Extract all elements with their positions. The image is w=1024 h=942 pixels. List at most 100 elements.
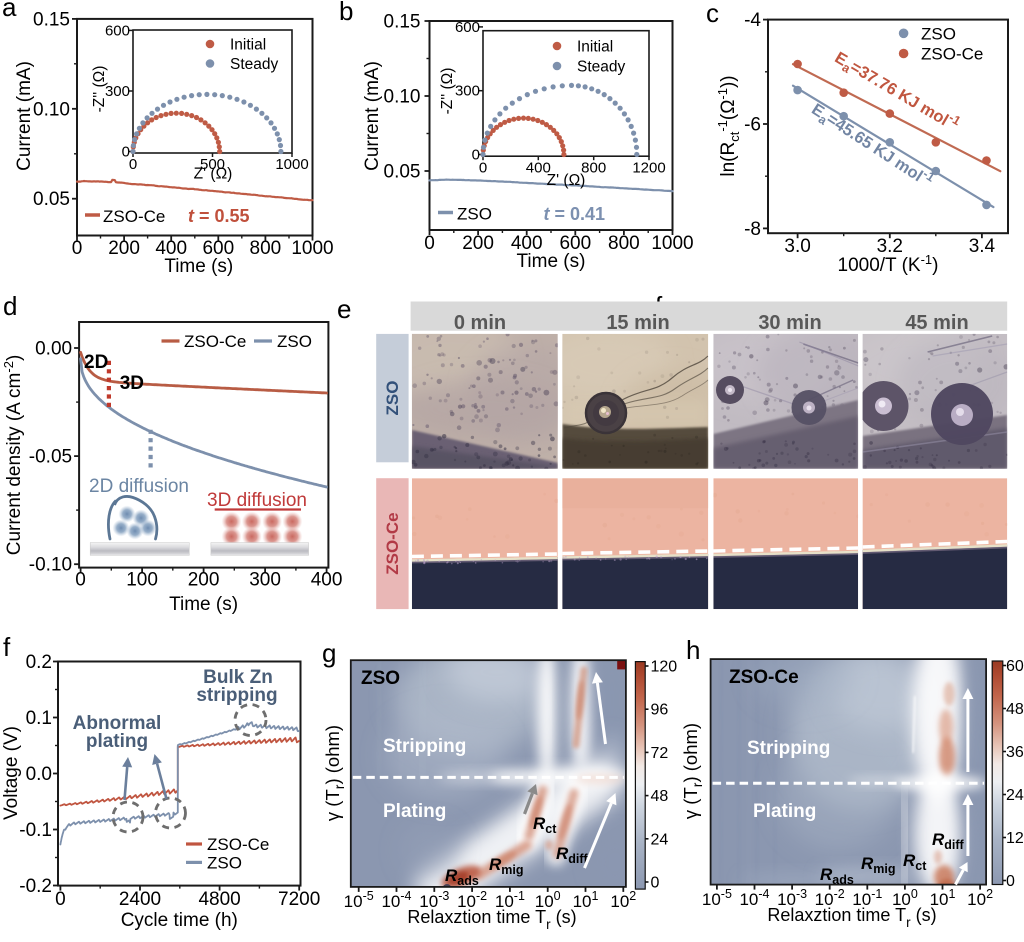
svg-text:ZSO: ZSO [457,205,492,224]
svg-text:b: b [339,0,353,26]
svg-text:Rmig: Rmig [489,855,524,877]
svg-text:f: f [3,632,11,662]
svg-text:120: 120 [651,659,678,676]
svg-text:ZSO-Ce: ZSO-Ce [383,512,402,574]
svg-text:a: a [2,0,17,22]
svg-text:γ (Tr) (ohm): γ (Tr) (ohm) [680,723,705,819]
svg-text:48: 48 [651,788,669,805]
svg-text:24: 24 [651,831,669,848]
svg-text:0.0: 0.0 [26,764,52,785]
svg-text:ZSO: ZSO [361,668,400,689]
svg-text:12: 12 [1006,830,1024,847]
svg-text:Plating: Plating [383,801,446,822]
svg-text:ZSO-Ce: ZSO-Ce [103,207,165,226]
svg-text:ZSO: ZSO [921,25,956,44]
svg-text:Rdiff: Rdiff [932,830,965,852]
svg-text:3.4: 3.4 [969,236,996,257]
svg-text:300: 300 [105,83,130,100]
svg-text:400: 400 [511,233,543,254]
svg-text:plating: plating [86,731,148,752]
svg-text:0 min: 0 min [454,312,506,334]
svg-text:45 min: 45 min [905,312,968,334]
svg-text:t = 0.55: t = 0.55 [188,206,250,226]
svg-text:γ (Tr) (ohm): γ (Tr) (ohm) [322,725,347,821]
svg-text:600: 600 [559,233,591,254]
svg-text:Current density (A cm-2): Current density (A cm-2) [1,355,25,556]
svg-text:2400: 2400 [119,889,161,910]
svg-text:0.15: 0.15 [33,9,70,30]
svg-text:ZSO: ZSO [207,853,242,872]
svg-text:400: 400 [311,570,343,591]
svg-text:ZSO: ZSO [383,381,402,416]
svg-text:0: 0 [55,889,66,910]
svg-text:600: 600 [105,22,130,39]
svg-text:ZSO: ZSO [277,332,312,351]
svg-text:-Z'' (Ω): -Z'' (Ω) [91,66,108,113]
svg-text:Bulk Zn: Bulk Zn [203,667,273,688]
svg-text:7200: 7200 [278,889,320,910]
svg-text:0.05: 0.05 [384,162,421,183]
svg-text:0.10: 0.10 [384,87,421,108]
svg-text:0: 0 [75,570,86,591]
svg-text:36: 36 [1006,744,1024,761]
svg-text:1000: 1000 [291,238,333,259]
svg-text:0.00: 0.00 [35,339,72,360]
svg-text:Abnormal: Abnormal [73,713,162,734]
svg-text:0: 0 [424,233,435,254]
svg-text:3D: 3D [120,373,144,394]
svg-text:Plating: Plating [753,801,816,822]
svg-text:-0.10: -0.10 [29,555,72,576]
svg-text:-4: -4 [744,10,761,31]
svg-text:0: 0 [651,875,660,892]
svg-text:ZSO-Ce: ZSO-Ce [184,332,246,351]
svg-text:0: 0 [122,144,130,161]
svg-text:Rct: Rct [533,814,557,836]
svg-text:0: 0 [129,156,137,173]
svg-text:72: 72 [651,745,669,762]
svg-text:-0.1: -0.1 [19,820,52,841]
svg-text:-Z'' (Ω): -Z'' (Ω) [439,68,456,115]
svg-text:0.10: 0.10 [33,99,70,120]
svg-text:Cycle time (h): Cycle time (h) [121,910,238,931]
svg-text:1000: 1000 [651,233,693,254]
svg-text:0.1: 0.1 [26,708,52,729]
svg-text:stripping: stripping [196,685,277,706]
svg-text:Stripping: Stripping [747,738,830,759]
svg-text:0: 0 [1006,873,1015,890]
svg-text:96: 96 [651,702,669,719]
svg-text:0: 0 [472,147,480,164]
svg-text:3.2: 3.2 [877,236,903,257]
svg-text:g: g [322,638,336,668]
svg-text:Initial: Initial [230,37,266,54]
svg-text:e: e [337,294,351,324]
svg-text:100: 100 [126,570,158,591]
svg-text:-0.2: -0.2 [19,876,52,897]
svg-text:Initial: Initial [577,39,613,56]
svg-text:0.15: 0.15 [384,12,421,33]
svg-text:d: d [3,291,17,321]
svg-text:3.0: 3.0 [784,236,810,257]
svg-text:300: 300 [455,83,480,100]
svg-text:800: 800 [608,233,640,254]
svg-text:Rct: Rct [903,851,927,873]
svg-text:Rdiff: Rdiff [556,844,589,866]
svg-text:30 min: 30 min [758,312,821,334]
svg-text:200: 200 [188,570,220,591]
svg-text:Z' (Ω): Z' (Ω) [194,166,233,183]
svg-text:400: 400 [155,238,187,259]
svg-text:800: 800 [581,160,606,177]
svg-text:1000: 1000 [275,156,308,173]
svg-text:Time (s): Time (s) [164,256,233,277]
svg-text:24: 24 [1006,787,1024,804]
svg-text:Voltage (V): Voltage (V) [1,726,22,820]
svg-text:0.05: 0.05 [33,189,70,210]
svg-text:ln(Rct-1(Ω-1)): ln(Rct-1(Ω-1)) [715,75,742,176]
svg-text:0: 0 [479,160,487,177]
svg-text:Time (s): Time (s) [169,594,238,615]
svg-text:4800: 4800 [198,889,240,910]
svg-text:600: 600 [202,238,234,259]
svg-text:h: h [686,635,700,665]
svg-text:t = 0.41: t = 0.41 [544,204,606,224]
svg-text:-8: -8 [744,219,761,240]
svg-text:2D: 2D [84,352,108,373]
